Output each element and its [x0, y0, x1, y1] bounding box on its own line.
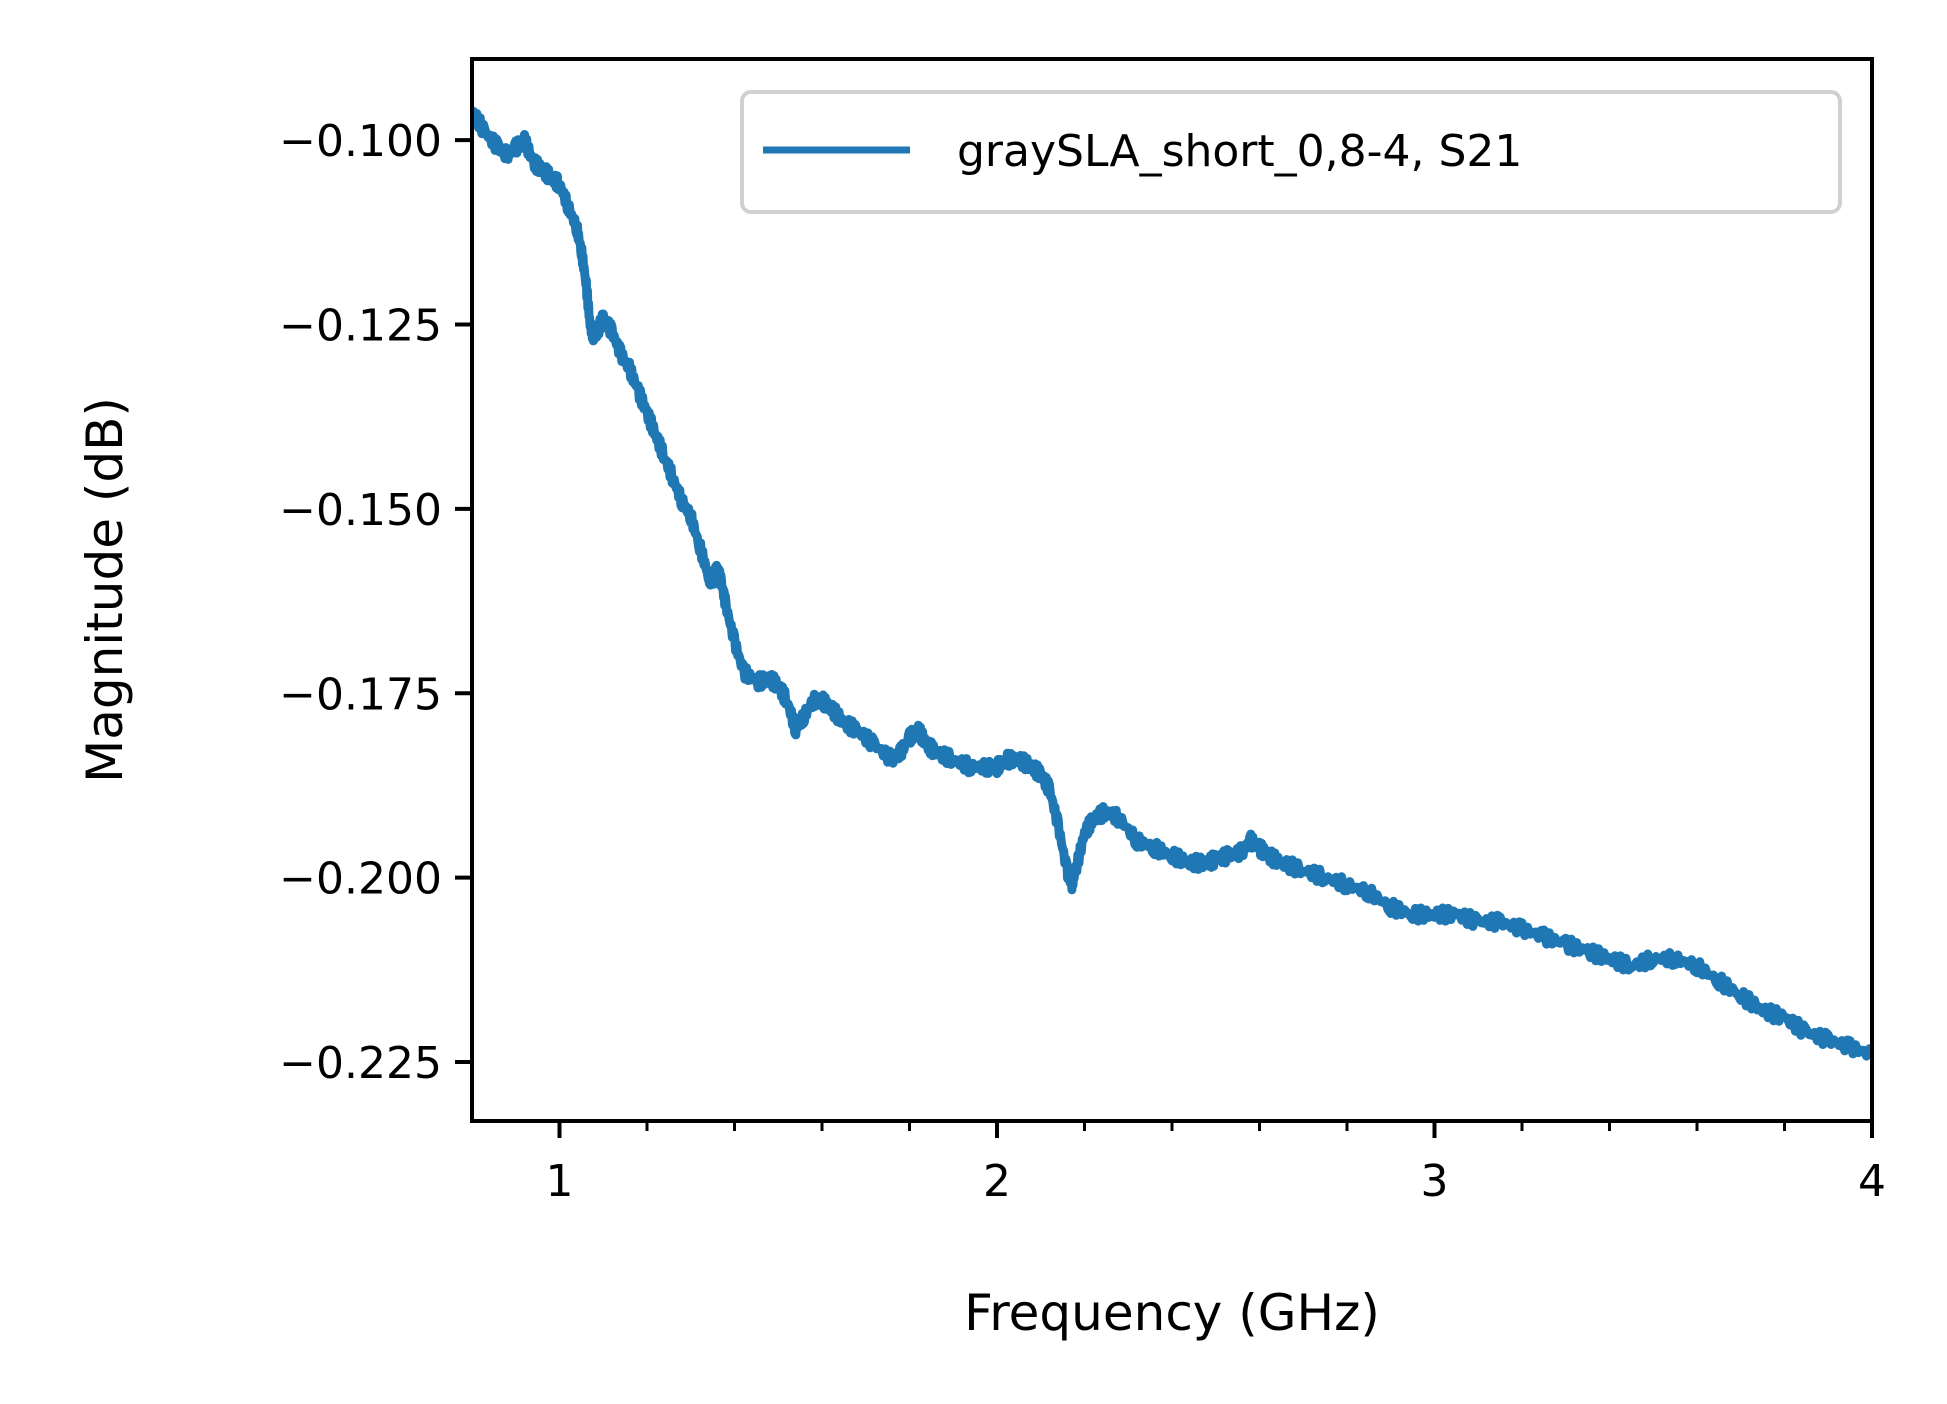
x-tick-label: 1 [546, 1156, 574, 1207]
y-axis-title: Magnitude (dB) [76, 397, 134, 783]
y-tick-label: −0.200 [279, 854, 442, 905]
series-line-0 [472, 106, 1872, 1061]
legend: graySLA_short_0,8-4, S21 [740, 90, 1842, 214]
legend-label: graySLA_short_0,8-4, S21 [957, 126, 1522, 177]
y-tick-label: −0.225 [279, 1038, 442, 1089]
y-tick-label: −0.150 [279, 485, 442, 536]
ticks-layer: 1 2 3 4 −0.100 −0.125 −0.150 −0.175 −0.200 −0.225 [279, 116, 1886, 1207]
y-tick-label: −0.125 [279, 301, 442, 352]
x-tick-label: 2 [983, 1156, 1011, 1207]
y-tick-label: −0.175 [279, 669, 442, 720]
legend-box [740, 90, 1842, 214]
y-tick-label: −0.100 [279, 116, 442, 167]
x-axis-title: Frequency (GHz) [964, 1284, 1380, 1342]
x-tick-label: 3 [1421, 1156, 1449, 1207]
x-tick-label: 4 [1858, 1156, 1886, 1207]
plot-line-layer [472, 106, 1872, 1061]
